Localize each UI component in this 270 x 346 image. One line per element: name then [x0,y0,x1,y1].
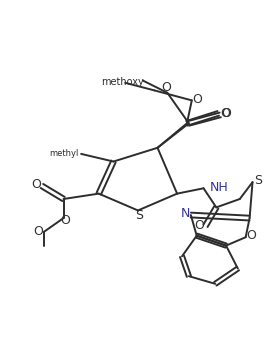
Text: methoxy: methoxy [101,77,143,87]
Text: NH: NH [210,181,229,194]
Text: O: O [33,225,43,238]
Text: N: N [180,207,190,220]
Text: O: O [192,93,202,106]
Text: O: O [194,219,204,232]
Text: O: O [60,214,70,227]
Text: O: O [31,178,41,191]
Text: methyl: methyl [50,148,79,157]
Text: S: S [254,174,262,187]
Text: O: O [161,81,171,94]
Text: O: O [220,107,230,120]
Text: O: O [247,229,256,243]
Text: O: O [221,107,231,120]
Text: S: S [135,209,143,222]
